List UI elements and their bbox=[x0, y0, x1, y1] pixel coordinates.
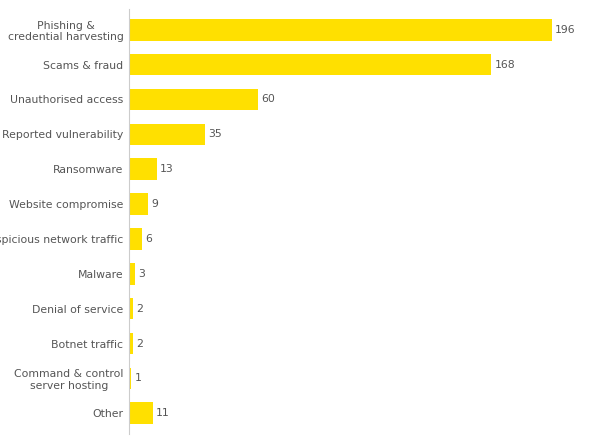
Text: 2: 2 bbox=[137, 303, 143, 314]
Bar bbox=[129, 298, 133, 319]
Text: 196: 196 bbox=[555, 25, 575, 35]
Bar bbox=[129, 228, 142, 250]
Bar bbox=[129, 19, 552, 41]
Text: 1: 1 bbox=[134, 373, 141, 383]
Text: 13: 13 bbox=[160, 164, 174, 174]
Text: 2: 2 bbox=[137, 338, 143, 349]
Bar bbox=[129, 263, 136, 284]
Bar bbox=[129, 124, 205, 145]
Text: 60: 60 bbox=[262, 94, 275, 105]
Text: 168: 168 bbox=[494, 60, 515, 70]
Bar bbox=[129, 333, 133, 354]
Text: 11: 11 bbox=[156, 408, 170, 418]
Text: 35: 35 bbox=[208, 129, 221, 140]
Bar bbox=[129, 402, 153, 424]
Text: 9: 9 bbox=[152, 199, 158, 209]
Bar bbox=[129, 368, 131, 389]
Bar bbox=[129, 54, 491, 75]
Bar bbox=[129, 89, 259, 110]
Bar bbox=[129, 159, 157, 180]
Bar bbox=[129, 193, 148, 215]
Text: 6: 6 bbox=[145, 234, 152, 244]
Text: 3: 3 bbox=[139, 269, 146, 279]
